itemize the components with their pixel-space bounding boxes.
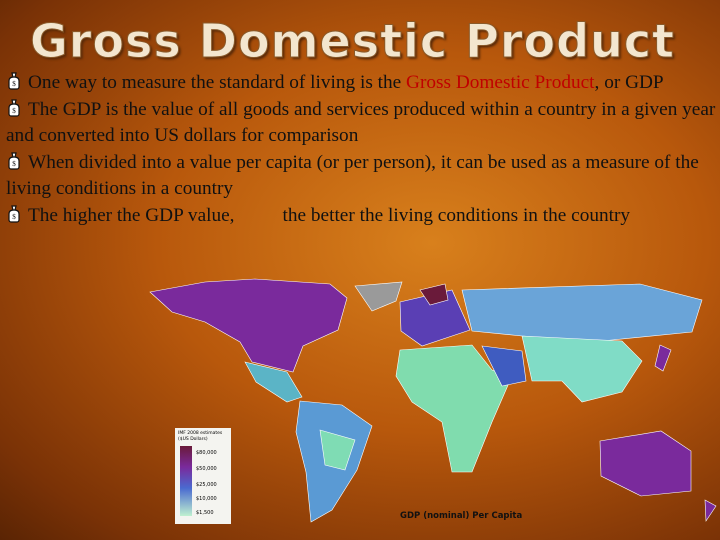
legend-label: $25,000 [196, 482, 217, 488]
region [599, 430, 692, 497]
bullet: $ When divided into a value per capita (o… [6, 150, 720, 203]
bullet: $ One way to measure the standard of livi… [6, 70, 720, 97]
highlight-text: Gross Domestic Product [406, 72, 595, 93]
bullet-text: When divided into a value per capita (or… [6, 151, 699, 200]
region [521, 335, 643, 403]
bullet-text: the better the living conditions in the … [282, 204, 631, 226]
region [704, 499, 717, 522]
legend-label: $50,000 [196, 466, 217, 472]
region [481, 345, 527, 387]
region [319, 429, 356, 471]
bullet-icon: $ [8, 72, 20, 90]
bullet-icon: $ [8, 151, 20, 170]
legend-label: $1,500 [196, 510, 214, 516]
region [244, 361, 303, 403]
region [654, 344, 672, 372]
svg-text:$: $ [12, 107, 16, 115]
region [354, 281, 403, 312]
bullet: $ The higher the GDP value, the better the… [6, 203, 720, 230]
bullet: $ The GDP is the value of all goods and s… [6, 97, 720, 150]
bullet-list: $ One way to measure the standard of livi… [6, 70, 720, 229]
svg-text:$: $ [12, 160, 16, 168]
legend-scale [180, 446, 192, 516]
region [461, 283, 703, 342]
bullet-text: The higher the GDP value, [28, 204, 235, 226]
map-caption: GDP (nominal) Per Capita [400, 511, 522, 521]
bullet-icon: $ [8, 98, 20, 117]
legend-title: ($US Dollars) [178, 436, 208, 442]
svg-text:$: $ [12, 213, 16, 221]
bullet-text: The GDP is the value of all goods and se… [6, 98, 716, 147]
region [149, 278, 348, 373]
svg-text:$: $ [12, 80, 16, 88]
region [419, 283, 449, 306]
bullet-text: One way to measure the standard of livin… [28, 72, 407, 93]
bullet-icon: $ [8, 204, 20, 223]
region [395, 344, 513, 473]
slide-title: Gross Domestic Product [29, 14, 676, 69]
legend-label: $10,000 [196, 496, 217, 502]
bullet-text: , or GDP [594, 72, 664, 93]
legend-label: $80,000 [196, 450, 217, 456]
map-regions [149, 278, 717, 523]
legend-title: IMF 2008 estimates [178, 430, 223, 436]
